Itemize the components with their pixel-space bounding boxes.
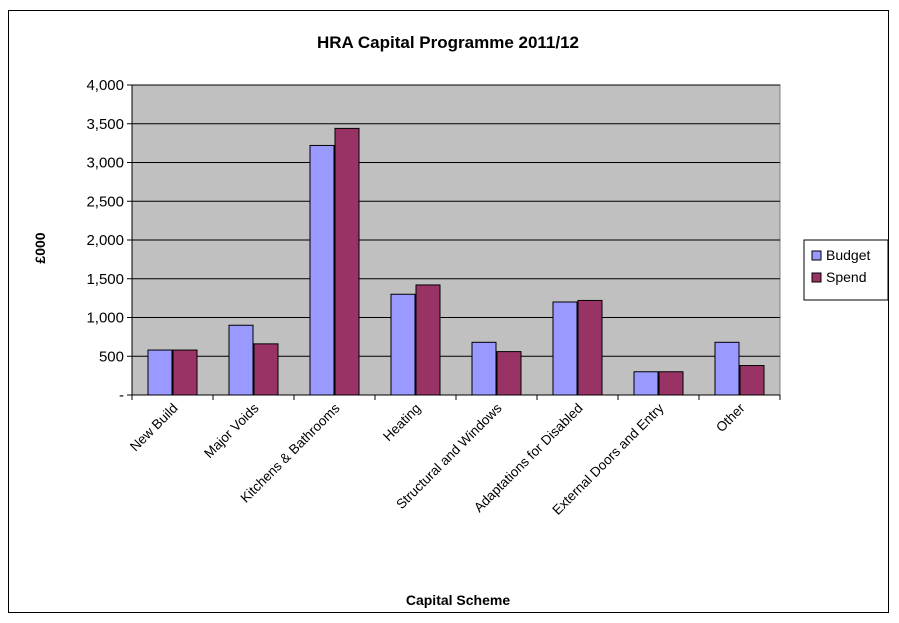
x-tick-label: Heating: [380, 401, 424, 445]
legend-label-budget: Budget: [826, 247, 870, 263]
bar-budget-structural-and-windows: [471, 341, 497, 396]
y-axis-title: £000: [32, 232, 48, 263]
bar-spend-new-build: [172, 349, 198, 396]
bar-budget-new-build: [147, 349, 173, 396]
bar-spend-major-voids: [253, 343, 279, 396]
y-tick-label: 3,000: [86, 155, 124, 172]
y-tick-label: 3,500: [86, 116, 124, 133]
y-tick-labels: - 500 1,000 1,500 2,000 2,500 3,000 3,500 4,000: [86, 77, 124, 404]
bar-budget-heating: [390, 293, 416, 396]
y-tick-label: -: [119, 387, 124, 404]
y-tick-label: 2,000: [86, 232, 124, 249]
legend-box: [803, 239, 889, 301]
chart-title: HRA Capital Programme 2011/12: [317, 33, 579, 52]
y-tick-label: 4,000: [86, 77, 124, 94]
bar-budget-kitchens-bathrooms: [309, 144, 335, 396]
bar-budget-other: [714, 341, 740, 396]
x-axis-title: Capital Scheme: [406, 592, 510, 608]
y-tick-label: 1,500: [86, 271, 124, 288]
y-tick-label: 2,500: [86, 193, 124, 210]
legend-swatch-spend: [811, 272, 822, 283]
x-tick-label: Other: [713, 400, 748, 435]
bar-budget-external-doors-and-entry: [633, 371, 659, 396]
legend-swatch-budget: [811, 250, 822, 261]
bar-budget-adaptations-for-disabled: [552, 301, 578, 396]
bar-spend-heating: [415, 284, 441, 396]
y-tick-label: 1,000: [86, 310, 124, 327]
bar-spend-other: [739, 365, 765, 396]
bar-spend-kitchens-bathrooms: [334, 127, 360, 396]
y-tick-label: 500: [99, 348, 124, 365]
bar-spend-external-doors-and-entry: [658, 371, 684, 396]
legend-label-spend: Spend: [826, 269, 866, 285]
bars: [147, 127, 765, 396]
bar-spend-adaptations-for-disabled: [577, 299, 603, 396]
x-tick-label: Major Voids: [201, 400, 262, 461]
legend: Budget Spend: [803, 239, 889, 301]
bar-budget-major-voids: [228, 324, 254, 396]
gridlines: [132, 84, 780, 357]
x-tick-label: New Build: [127, 401, 181, 455]
bar-spend-structural-and-windows: [496, 351, 522, 396]
axes: [127, 84, 781, 400]
